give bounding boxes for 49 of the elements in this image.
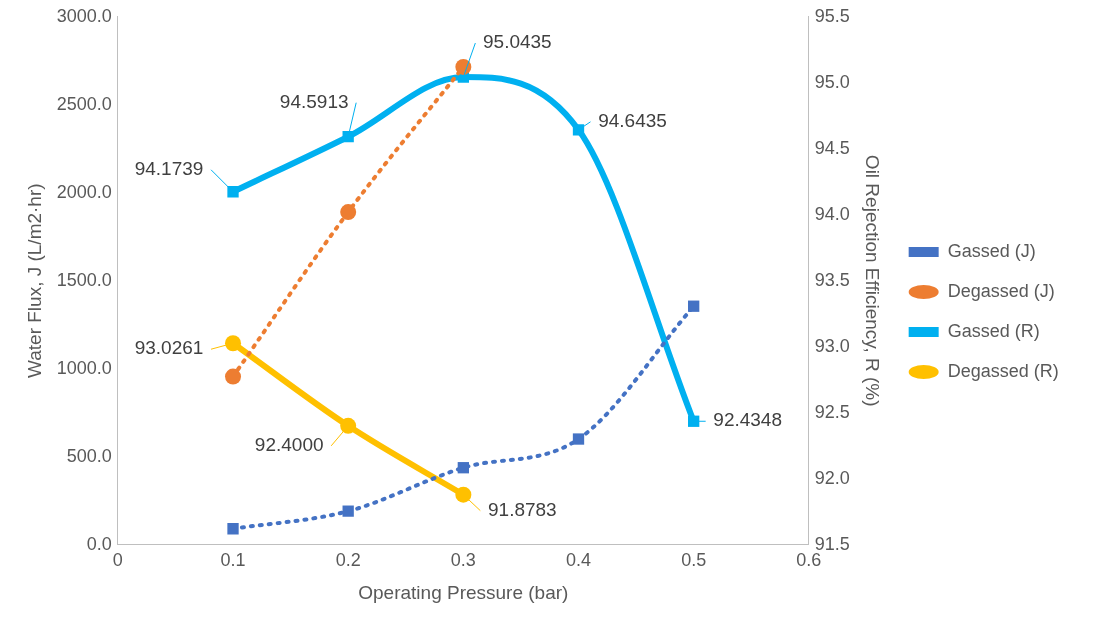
- legend-label: Gassed (J): [947, 240, 1036, 261]
- legend-label: Degassed (J): [947, 280, 1055, 301]
- point: [225, 368, 242, 385]
- y2-tick-label: 93.0: [814, 335, 850, 356]
- legend-label: Degassed (R): [947, 360, 1059, 381]
- y2-tick-label: 95.5: [814, 5, 850, 26]
- point: [227, 523, 239, 535]
- data-label: 95.0435: [483, 31, 552, 53]
- y2-tick-label: 94.5: [814, 137, 850, 158]
- point: [342, 505, 354, 517]
- y2-axis-title: Oil Rejection Efficiency, R (%): [862, 154, 884, 407]
- y-tick-label: 500.0: [66, 445, 112, 466]
- y-tick-label: 2500.0: [56, 93, 112, 114]
- point: [227, 186, 239, 198]
- y2-tick-label: 92.5: [814, 401, 850, 422]
- y-tick-label: 0.0: [86, 533, 112, 554]
- y-axis-title: Water Flux, J (L/m2·hr): [23, 183, 45, 378]
- y-tick-label: 1000.0: [56, 357, 112, 378]
- y2-tick-label: 95.0: [814, 71, 850, 92]
- point: [225, 335, 242, 352]
- x-axis-title: Operating Pressure (bar): [358, 581, 569, 603]
- x-tick-label: 0.5: [681, 550, 707, 571]
- y2-tick-label: 94.0: [814, 203, 850, 224]
- y2-tick-label: 92.0: [814, 467, 850, 488]
- data-label: 94.5913: [279, 90, 349, 112]
- point: [688, 300, 700, 312]
- x-tick-label: 0.4: [565, 550, 592, 571]
- point: [572, 433, 585, 445]
- x-tick-label: 0: [112, 550, 123, 571]
- data-label: 92.4000: [254, 434, 324, 456]
- x-tick-label: 0.2: [335, 550, 361, 571]
- x-tick-label: 0.1: [220, 550, 246, 571]
- data-label: 94.6435: [598, 110, 667, 132]
- point: [457, 462, 469, 474]
- y2-tick-label: 93.5: [814, 269, 850, 290]
- legend-label: Gassed (R): [947, 320, 1040, 341]
- data-label: 94.1739: [134, 158, 204, 180]
- y-tick-label: 3000.0: [56, 5, 112, 26]
- data-label: 93.0261: [134, 337, 204, 359]
- point: [455, 58, 472, 75]
- y-tick-label: 2000.0: [56, 181, 112, 202]
- x-tick-label: 0.3: [450, 550, 476, 571]
- point: [688, 415, 700, 427]
- point: [455, 486, 472, 503]
- data-label: 91.8783: [488, 498, 557, 520]
- point: [340, 417, 357, 434]
- data-label: 92.4348: [713, 409, 783, 431]
- point: [340, 204, 357, 221]
- y-tick-label: 1500.0: [56, 269, 112, 290]
